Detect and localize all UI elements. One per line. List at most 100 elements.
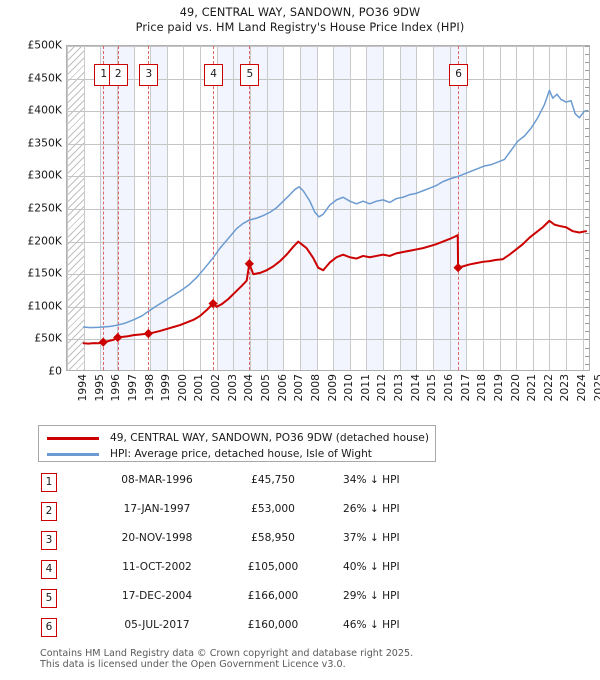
- axis-tick: [585, 54, 589, 56]
- x-axis-tick-label: 2009: [325, 374, 339, 402]
- y-axis-tick-label: £250K: [27, 201, 62, 215]
- x-axis-tick-label: 2008: [308, 374, 322, 402]
- plot-year-band: [366, 46, 384, 370]
- gridline-vertical: [316, 46, 318, 370]
- legend-label-property: 49, CENTRAL WAY, SANDOWN, PO36 9DW (deta…: [110, 432, 429, 444]
- axis-tick: [585, 94, 589, 96]
- table-row[interactable]: 3 20-NOV-1998 £58,950 37% ↓ HPI: [38, 528, 468, 557]
- axis-tick: [585, 86, 589, 88]
- gridline-vertical: [449, 46, 451, 370]
- plot-year-band: [100, 46, 117, 370]
- x-axis-tick-label: 2001: [192, 374, 206, 402]
- event-badge-3[interactable]: 3: [139, 64, 159, 86]
- gridline-vertical: [349, 46, 351, 370]
- axis-tick: [585, 306, 589, 308]
- gridline-vertical: [549, 46, 551, 370]
- table-row[interactable]: 5 17-DEC-2004 £166,000 29% ↓ HPI: [38, 586, 468, 615]
- legend-swatch-property: [47, 437, 99, 440]
- plot-year-band: [449, 46, 467, 370]
- gridline-horizontal: [67, 306, 589, 308]
- gridline-vertical: [566, 46, 568, 370]
- plot-year-band: [116, 46, 134, 370]
- event-badge-2[interactable]: 2: [108, 64, 128, 86]
- chart-plot-area: [66, 45, 590, 371]
- transaction-marker-2: [113, 332, 123, 343]
- x-axis-tick-label: 2006: [275, 374, 289, 402]
- transaction-price: £45,750: [251, 474, 295, 486]
- axis-tick: [585, 225, 589, 227]
- x-axis-tick-label: 2022: [541, 374, 555, 402]
- event-line-5: [249, 46, 251, 370]
- table-row[interactable]: 2 17-JAN-1997 £53,000 26% ↓ HPI: [38, 499, 468, 528]
- x-axis-tick-label: 1996: [109, 374, 123, 402]
- x-axis-tick-label: 2023: [558, 374, 572, 402]
- x-axis-tick-label: 2004: [242, 374, 256, 402]
- axis-tick: [585, 46, 589, 47]
- gridline-vertical: [416, 46, 418, 370]
- transaction-date: 08-MAR-1996: [121, 474, 193, 486]
- legend-swatch-hpi: [47, 453, 99, 456]
- x-axis-tick-label: 2000: [175, 374, 189, 402]
- transaction-hpi-delta: 26% ↓ HPI: [343, 503, 400, 515]
- gridline-vertical: [100, 46, 102, 370]
- x-axis-tick-label: 1999: [159, 374, 173, 402]
- gridline-vertical: [249, 46, 251, 370]
- y-axis-tick-label: £50K: [34, 331, 62, 345]
- gridline-vertical: [516, 46, 518, 370]
- axis-tick: [585, 62, 589, 64]
- transaction-number-badge: 5: [41, 589, 57, 608]
- x-axis-tick-label: 2021: [525, 374, 539, 402]
- x-axis-tick-label: 2010: [342, 374, 356, 402]
- axis-tick: [585, 103, 589, 105]
- x-axis-tick-label: 1997: [125, 374, 139, 402]
- table-row[interactable]: 4 11-OCT-2002 £105,000 40% ↓ HPI: [38, 557, 468, 586]
- event-badge-6[interactable]: 6: [449, 64, 469, 86]
- x-axis-tick-label: 1995: [92, 374, 106, 402]
- transaction-hpi-delta: 37% ↓ HPI: [343, 532, 400, 544]
- x-axis-tick-label: 2014: [408, 374, 422, 402]
- axis-tick: [585, 160, 589, 162]
- x-axis-tick-label: 2005: [258, 374, 272, 402]
- x-axis-tick-label: 2007: [292, 374, 306, 402]
- axis-tick: [585, 257, 589, 259]
- event-line-1: [103, 46, 105, 370]
- gridline-horizontal: [67, 339, 589, 341]
- y-axis-tick-label: £450K: [27, 71, 62, 85]
- x-axis-tick-label: 2015: [425, 374, 439, 402]
- event-badge-5[interactable]: 5: [240, 64, 260, 86]
- x-axis-labels: 1994 1995 1996 1997 1998 1999 2000 2001 2002 2003…: [66, 374, 600, 416]
- axis-tick: [585, 217, 589, 219]
- gridline-vertical: [482, 46, 484, 370]
- axis-tick: [585, 70, 589, 72]
- plot-year-band: [399, 46, 417, 370]
- event-badge-4[interactable]: 4: [204, 64, 224, 86]
- event-badge-1[interactable]: 1: [94, 64, 114, 86]
- plot-year-band: [249, 46, 267, 370]
- page-subtitle: Price paid vs. HM Land Registry's House …: [135, 21, 465, 34]
- gridline-vertical: [116, 46, 118, 370]
- x-axis-tick-label: 2002: [209, 374, 223, 402]
- legend-label-hpi: HPI: Average price, detached house, Isle…: [110, 448, 372, 460]
- axis-tick: [585, 233, 589, 235]
- gridline-vertical: [333, 46, 335, 370]
- transaction-price: £160,000: [247, 619, 299, 631]
- y-axis-tick-label: £350K: [27, 136, 62, 150]
- x-axis-tick-label: 2017: [458, 374, 472, 402]
- transaction-date: 05-JUL-2017: [124, 619, 190, 631]
- x-axis-tick-label: 2020: [508, 374, 522, 402]
- plot-year-band: [150, 46, 167, 370]
- gridline-vertical: [466, 46, 468, 370]
- transaction-hpi-delta: 46% ↓ HPI: [343, 619, 400, 631]
- transaction-date: 17-JAN-1997: [123, 503, 191, 515]
- x-axis-tick-label: 2019: [491, 374, 505, 402]
- table-row[interactable]: 1 08-MAR-1996 £45,750 34% ↓ HPI: [38, 470, 468, 499]
- transaction-hpi-delta: 29% ↓ HPI: [343, 590, 400, 602]
- x-axis-tick-label: 2013: [392, 374, 406, 402]
- gridline-horizontal: [67, 46, 589, 47]
- x-axis-tick-label: 2024: [575, 374, 589, 402]
- gridline-horizontal: [67, 241, 589, 243]
- table-row[interactable]: 6 05-JUL-2017 £160,000 46% ↓ HPI: [38, 615, 468, 644]
- event-line-2: [117, 46, 119, 370]
- y-axis-labels: £0 £50K £100K £150K £200K £250K £300K £350K £400…: [0, 39, 62, 378]
- gridline-vertical: [200, 46, 202, 370]
